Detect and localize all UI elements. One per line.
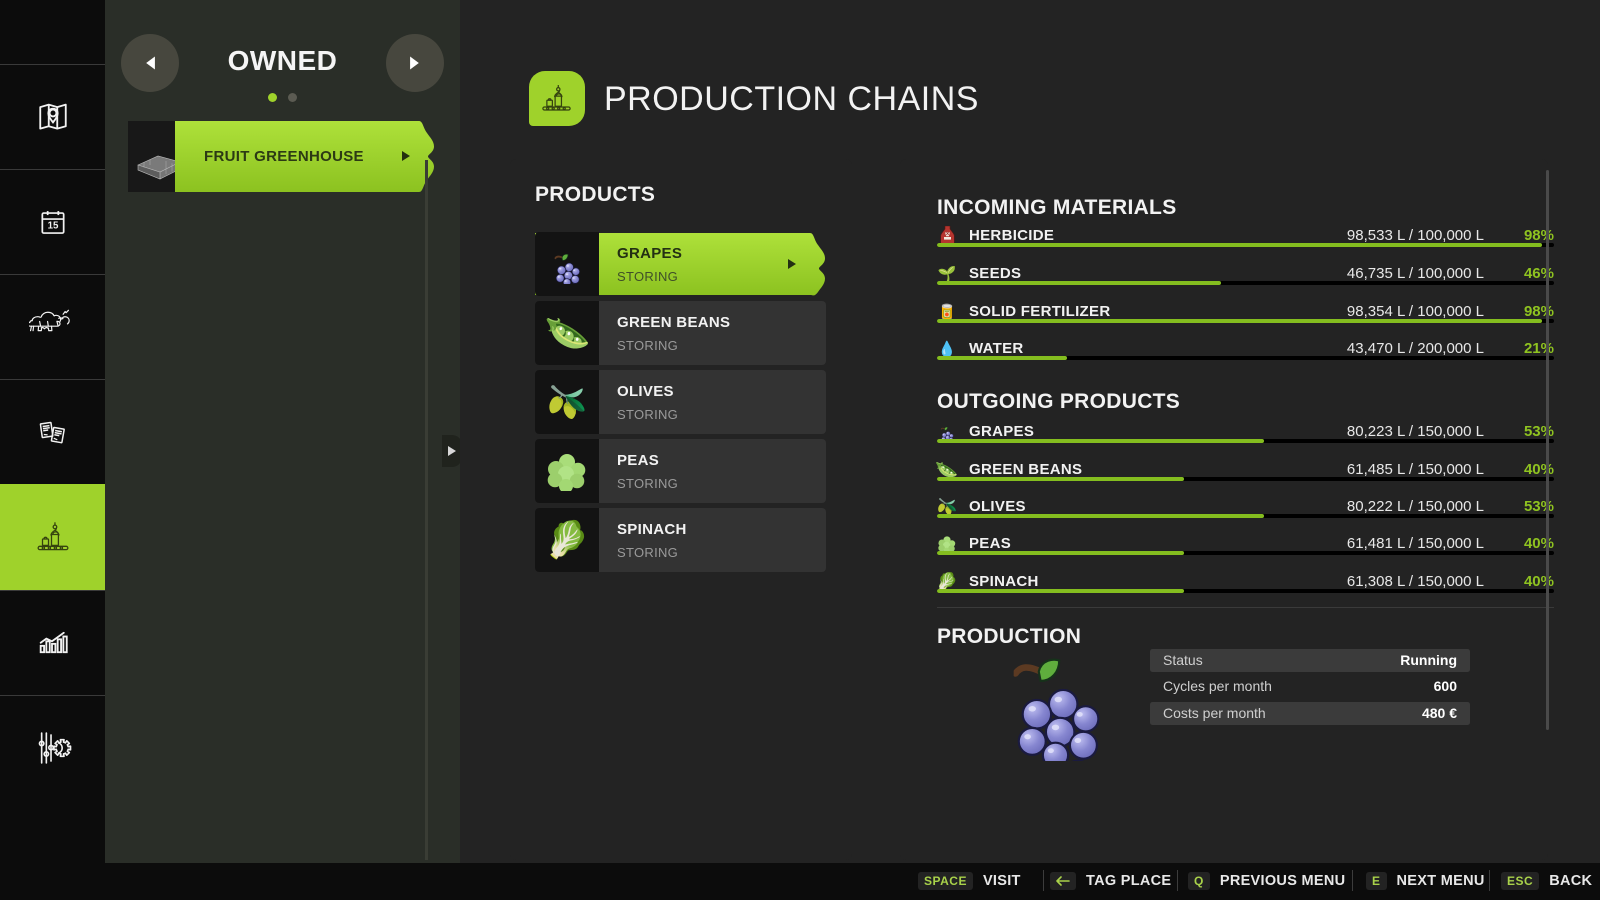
svg-text:15: 15: [47, 220, 58, 231]
